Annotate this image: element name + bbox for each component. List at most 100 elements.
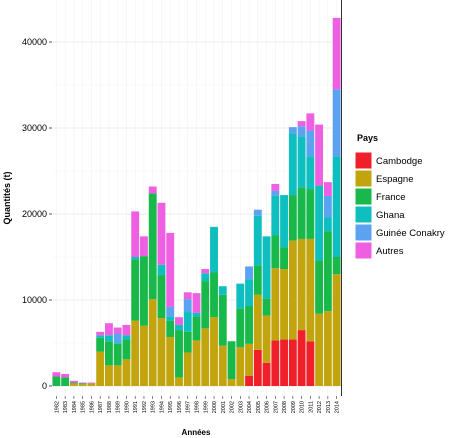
- bar-segment: [131, 259, 140, 321]
- bar-segment: [315, 124, 324, 186]
- bar-segment: [315, 313, 324, 386]
- legend-label: Cambodge: [376, 156, 422, 167]
- bar-segment: [297, 126, 306, 137]
- bar-segment: [262, 236, 271, 299]
- bar-segment: [227, 379, 236, 386]
- x-tick-label: 2000: [212, 401, 218, 413]
- bar-segment: [253, 209, 262, 216]
- bar-segment: [236, 308, 245, 348]
- bar-segment: [323, 231, 332, 312]
- bar-segment: [288, 195, 297, 241]
- x-tick-label: 1990: [124, 401, 130, 413]
- bar-segment: [297, 238, 306, 331]
- bar-segment: [280, 269, 289, 340]
- bar-segment: [297, 136, 306, 188]
- bar-segment: [262, 298, 271, 316]
- bar-segment: [253, 349, 262, 386]
- y-axis-ticks: 0 10000 20000 30000 40000: [22, 37, 52, 391]
- x-tick-label: 2001: [221, 401, 227, 413]
- bar-segment: [166, 336, 175, 386]
- x-tick-label: 1983: [63, 401, 69, 413]
- bar-segment: [96, 351, 105, 386]
- bar-segment: [218, 286, 227, 295]
- bar-segment: [192, 340, 201, 386]
- bar-segment: [175, 324, 183, 331]
- x-tick-label: 2006: [265, 401, 271, 413]
- y-tick-label: 0: [42, 381, 47, 391]
- bar-segment: [104, 341, 113, 366]
- bar-segment: [104, 323, 113, 336]
- legend-label: France: [376, 192, 406, 203]
- legend-label: Ghana: [376, 210, 405, 221]
- bar-segment: [201, 328, 210, 386]
- bar-segment: [271, 268, 280, 341]
- bar-segment: [140, 236, 148, 257]
- legend-swatch: [354, 187, 373, 206]
- bar-segment: [315, 260, 324, 314]
- y-axis-title: Quantités (t): [2, 171, 12, 224]
- bar-segment: [306, 113, 315, 131]
- bar-segment: [288, 339, 297, 386]
- bar-segment: [192, 312, 201, 317]
- x-tick-label: 1997: [186, 401, 192, 413]
- legend-swatch: [354, 169, 373, 188]
- bar-segment: [306, 238, 315, 342]
- bar-segment: [96, 335, 105, 338]
- bar-segment: [175, 317, 183, 325]
- bar-segment: [166, 232, 175, 307]
- x-tick-label: 1992: [142, 401, 148, 413]
- y-tick-label: 40000: [22, 37, 47, 47]
- bar-segment: [271, 235, 280, 269]
- bar-segment: [122, 339, 131, 360]
- bar-segment: [113, 365, 122, 386]
- bar-segment: [201, 281, 210, 329]
- x-tick-label: 1994: [159, 401, 165, 413]
- bar-segment: [122, 324, 131, 336]
- bar-segment: [210, 272, 218, 318]
- x-tick-label: 2012: [317, 401, 323, 413]
- bar-segment: [297, 187, 306, 239]
- bar-segment: [332, 156, 341, 257]
- bar-segment: [183, 292, 192, 300]
- bar-segment: [332, 257, 341, 275]
- x-tick-label: 2014: [335, 401, 341, 413]
- bar-segment: [218, 345, 227, 386]
- x-tick-label: 2013: [326, 401, 332, 413]
- y-tick-label: 30000: [22, 123, 47, 133]
- x-tick-label: 2005: [256, 401, 262, 413]
- bar-segment: [288, 133, 297, 196]
- bar-segment: [306, 341, 315, 386]
- bar-segment: [175, 377, 183, 386]
- bar-segment: [166, 306, 175, 317]
- bar-segment: [78, 382, 87, 384]
- bar-segment: [96, 337, 105, 352]
- x-tick-label: 1984: [72, 401, 78, 413]
- x-tick-label: 1986: [89, 401, 95, 413]
- bar-segment: [52, 372, 61, 377]
- bar-segment: [245, 306, 253, 344]
- legend-swatch: [354, 223, 373, 242]
- bar-segment: [218, 294, 227, 346]
- bar-segment: [131, 211, 140, 257]
- bar-segment: [323, 217, 332, 232]
- bar-segment: [271, 340, 280, 386]
- legend-label: Autres: [376, 246, 404, 257]
- y-tick-label: 20000: [22, 209, 47, 219]
- legend-title: Pays: [357, 133, 378, 143]
- x-tick-label: 1996: [177, 401, 183, 413]
- bar-segment: [78, 384, 87, 386]
- y-tick-label: 10000: [22, 295, 47, 305]
- legend: Pays Cambodge Espagne France Ghana Guinée Co…: [354, 133, 445, 260]
- bar-segment: [148, 299, 157, 386]
- bar-segment: [315, 185, 324, 261]
- bar-segment: [148, 186, 157, 194]
- bar-segment: [306, 156, 315, 190]
- x-tick-label: 1991: [133, 401, 139, 413]
- bar-segment: [297, 330, 306, 386]
- bar-segment: [271, 195, 280, 236]
- bar-segment: [288, 127, 297, 134]
- bar-segment: [113, 327, 122, 334]
- bar-segment: [183, 312, 192, 332]
- x-axis-ticks: 1982 1983 1984 1985 1986 1987 1988 1989 1990 1991…: [54, 396, 341, 413]
- x-axis-title: Années: [182, 428, 211, 437]
